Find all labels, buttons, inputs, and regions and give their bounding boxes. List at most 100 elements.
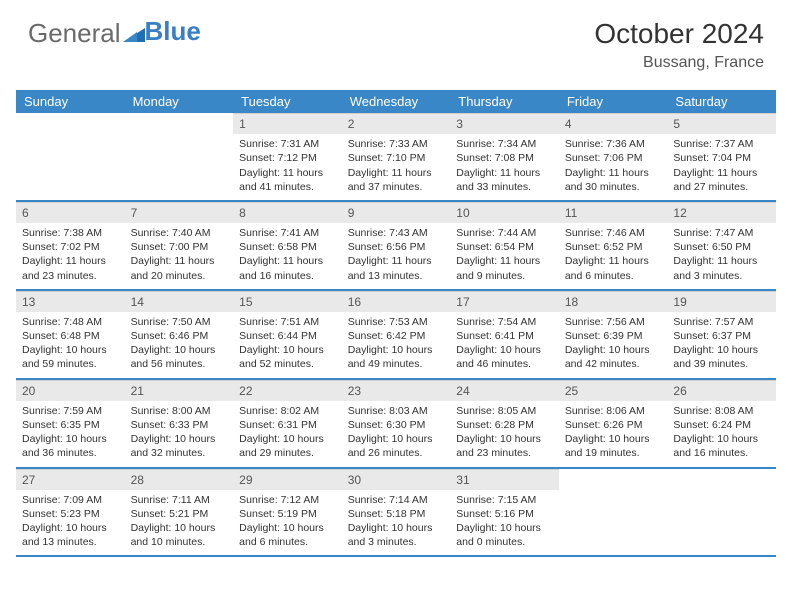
- day-body: Sunrise: 7:43 AMSunset: 6:56 PMDaylight:…: [342, 223, 451, 289]
- day-cell: 12Sunrise: 7:47 AMSunset: 6:50 PMDayligh…: [667, 202, 776, 289]
- day-cell: 6Sunrise: 7:38 AMSunset: 7:02 PMDaylight…: [16, 202, 125, 289]
- day-number: 13: [16, 291, 125, 312]
- day-number: 20: [16, 380, 125, 401]
- day-cell: 21Sunrise: 8:00 AMSunset: 6:33 PMDayligh…: [125, 380, 234, 467]
- day-number: 7: [125, 202, 234, 223]
- day-cell: 28Sunrise: 7:11 AMSunset: 5:21 PMDayligh…: [125, 469, 234, 556]
- day-body: Sunrise: 7:48 AMSunset: 6:48 PMDaylight:…: [16, 312, 125, 378]
- sunset-text: Sunset: 6:56 PM: [348, 240, 445, 254]
- daylight-text: Daylight: 11 hours and 30 minutes.: [565, 166, 662, 194]
- day-cell: 16Sunrise: 7:53 AMSunset: 6:42 PMDayligh…: [342, 291, 451, 378]
- day-number: 27: [16, 469, 125, 490]
- logo-text-general: General: [28, 18, 121, 49]
- day-cell: 8Sunrise: 7:41 AMSunset: 6:58 PMDaylight…: [233, 202, 342, 289]
- sunset-text: Sunset: 6:35 PM: [22, 418, 119, 432]
- sunrise-text: Sunrise: 7:51 AM: [239, 315, 336, 329]
- day-body: Sunrise: 7:56 AMSunset: 6:39 PMDaylight:…: [559, 312, 668, 378]
- day-cell: 3Sunrise: 7:34 AMSunset: 7:08 PMDaylight…: [450, 113, 559, 200]
- day-cell: 15 Sunrise: 7:51 AMSunset: 6:44 PMDayligh…: [233, 291, 342, 378]
- daylight-text: Daylight: 10 hours and 52 minutes.: [239, 343, 336, 371]
- sunset-text: Sunset: 6:39 PM: [565, 329, 662, 343]
- sunrise-text: Sunrise: 8:05 AM: [456, 404, 553, 418]
- sunset-text: Sunset: 6:24 PM: [673, 418, 770, 432]
- sunrise-text: Sunrise: 7:34 AM: [456, 137, 553, 151]
- day-number: 31: [450, 469, 559, 490]
- day-number: 5: [667, 113, 776, 134]
- day-number: 2: [342, 113, 451, 134]
- daylight-text: Daylight: 10 hours and 19 minutes.: [565, 432, 662, 460]
- sunset-text: Sunset: 5:23 PM: [22, 507, 119, 521]
- day-number: 16: [342, 291, 451, 312]
- day-number: 8: [233, 202, 342, 223]
- day-cell: 25Sunrise: 8:06 AMSunset: 6:26 PMDayligh…: [559, 380, 668, 467]
- daylight-text: Daylight: 11 hours and 20 minutes.: [131, 254, 228, 282]
- day-body: Sunrise: 7:12 AMSunset: 5:19 PMDaylight:…: [233, 490, 342, 556]
- sunrise-text: Sunrise: 7:40 AM: [131, 226, 228, 240]
- daylight-text: Daylight: 10 hours and 23 minutes.: [456, 432, 553, 460]
- day-cell: 9Sunrise: 7:43 AMSunset: 6:56 PMDaylight…: [342, 202, 451, 289]
- day-body: Sunrise: 7:31 AMSunset: 7:12 PMDaylight:…: [233, 134, 342, 200]
- sunset-text: Sunset: 5:21 PM: [131, 507, 228, 521]
- sunset-text: Sunset: 7:00 PM: [131, 240, 228, 254]
- day-cell: 14Sunrise: 7:50 AMSunset: 6:46 PMDayligh…: [125, 291, 234, 378]
- week-row: 1Sunrise: 7:31 AMSunset: 7:12 PMDaylight…: [16, 113, 776, 202]
- empty-cell: [16, 113, 125, 200]
- day-number: 17: [450, 291, 559, 312]
- logo-triangle-icon: [123, 18, 145, 49]
- sunrise-text: Sunrise: 7:57 AM: [673, 315, 770, 329]
- sunset-text: Sunset: 6:31 PM: [239, 418, 336, 432]
- daylight-text: Daylight: 11 hours and 16 minutes.: [239, 254, 336, 282]
- sunrise-text: Sunrise: 7:41 AM: [239, 226, 336, 240]
- calendar: SundayMondayTuesdayWednesdayThursdayFrid…: [16, 90, 776, 557]
- sunrise-text: Sunrise: 7:43 AM: [348, 226, 445, 240]
- day-cell: 11Sunrise: 7:46 AMSunset: 6:52 PMDayligh…: [559, 202, 668, 289]
- sunrise-text: Sunrise: 7:50 AM: [131, 315, 228, 329]
- sunrise-text: Sunrise: 8:02 AM: [239, 404, 336, 418]
- day-header-monday: Monday: [125, 90, 234, 113]
- day-body: Sunrise: 7:47 AMSunset: 6:50 PMDaylight:…: [667, 223, 776, 289]
- daylight-text: Daylight: 10 hours and 26 minutes.: [348, 432, 445, 460]
- daylight-text: Daylight: 11 hours and 41 minutes.: [239, 166, 336, 194]
- day-body: Sunrise: 7:50 AMSunset: 6:46 PMDaylight:…: [125, 312, 234, 378]
- day-cell: 17Sunrise: 7:54 AMSunset: 6:41 PMDayligh…: [450, 291, 559, 378]
- sunset-text: Sunset: 6:30 PM: [348, 418, 445, 432]
- daylight-text: Daylight: 10 hours and 59 minutes.: [22, 343, 119, 371]
- daylight-text: Daylight: 11 hours and 13 minutes.: [348, 254, 445, 282]
- week-row: 27Sunrise: 7:09 AMSunset: 5:23 PMDayligh…: [16, 469, 776, 558]
- day-number: 19: [667, 291, 776, 312]
- daylight-text: Daylight: 10 hours and 29 minutes.: [239, 432, 336, 460]
- sunrise-text: Sunrise: 7:15 AM: [456, 493, 553, 507]
- sunset-text: Sunset: 6:26 PM: [565, 418, 662, 432]
- day-body: Sunrise: 8:03 AMSunset: 6:30 PMDaylight:…: [342, 401, 451, 467]
- day-body: Sunrise: 7:33 AMSunset: 7:10 PMDaylight:…: [342, 134, 451, 200]
- day-number: 10: [450, 202, 559, 223]
- day-body: Sunrise: 8:08 AMSunset: 6:24 PMDaylight:…: [667, 401, 776, 467]
- sunset-text: Sunset: 6:48 PM: [22, 329, 119, 343]
- daylight-text: Daylight: 10 hours and 13 minutes.: [22, 521, 119, 549]
- daylight-text: Daylight: 11 hours and 33 minutes.: [456, 166, 553, 194]
- daylight-text: Daylight: 11 hours and 3 minutes.: [673, 254, 770, 282]
- sunset-text: Sunset: 7:04 PM: [673, 151, 770, 165]
- day-body: Sunrise: 7:54 AMSunset: 6:41 PMDaylight:…: [450, 312, 559, 378]
- week-row: 13Sunrise: 7:48 AMSunset: 6:48 PMDayligh…: [16, 291, 776, 380]
- sunset-text: Sunset: 6:46 PM: [131, 329, 228, 343]
- daylight-text: Daylight: 10 hours and 46 minutes.: [456, 343, 553, 371]
- day-body: Sunrise: 7:34 AMSunset: 7:08 PMDaylight:…: [450, 134, 559, 200]
- day-cell: 19Sunrise: 7:57 AMSunset: 6:37 PMDayligh…: [667, 291, 776, 378]
- day-cell: 2Sunrise: 7:33 AMSunset: 7:10 PMDaylight…: [342, 113, 451, 200]
- day-number: 11: [559, 202, 668, 223]
- sunrise-text: Sunrise: 7:53 AM: [348, 315, 445, 329]
- day-number: 29: [233, 469, 342, 490]
- day-number: 1: [233, 113, 342, 134]
- day-cell: 26Sunrise: 8:08 AMSunset: 6:24 PMDayligh…: [667, 380, 776, 467]
- day-number: 26: [667, 380, 776, 401]
- sunset-text: Sunset: 6:54 PM: [456, 240, 553, 254]
- day-body: Sunrise: 8:02 AMSunset: 6:31 PMDaylight:…: [233, 401, 342, 467]
- day-body: Sunrise: 7:36 AMSunset: 7:06 PMDaylight:…: [559, 134, 668, 200]
- day-number: 15: [233, 291, 342, 312]
- sunset-text: Sunset: 6:33 PM: [131, 418, 228, 432]
- daylight-text: Daylight: 10 hours and 10 minutes.: [131, 521, 228, 549]
- sunset-text: Sunset: 6:44 PM: [239, 329, 336, 343]
- logo: General Blue: [28, 18, 201, 49]
- sunset-text: Sunset: 6:50 PM: [673, 240, 770, 254]
